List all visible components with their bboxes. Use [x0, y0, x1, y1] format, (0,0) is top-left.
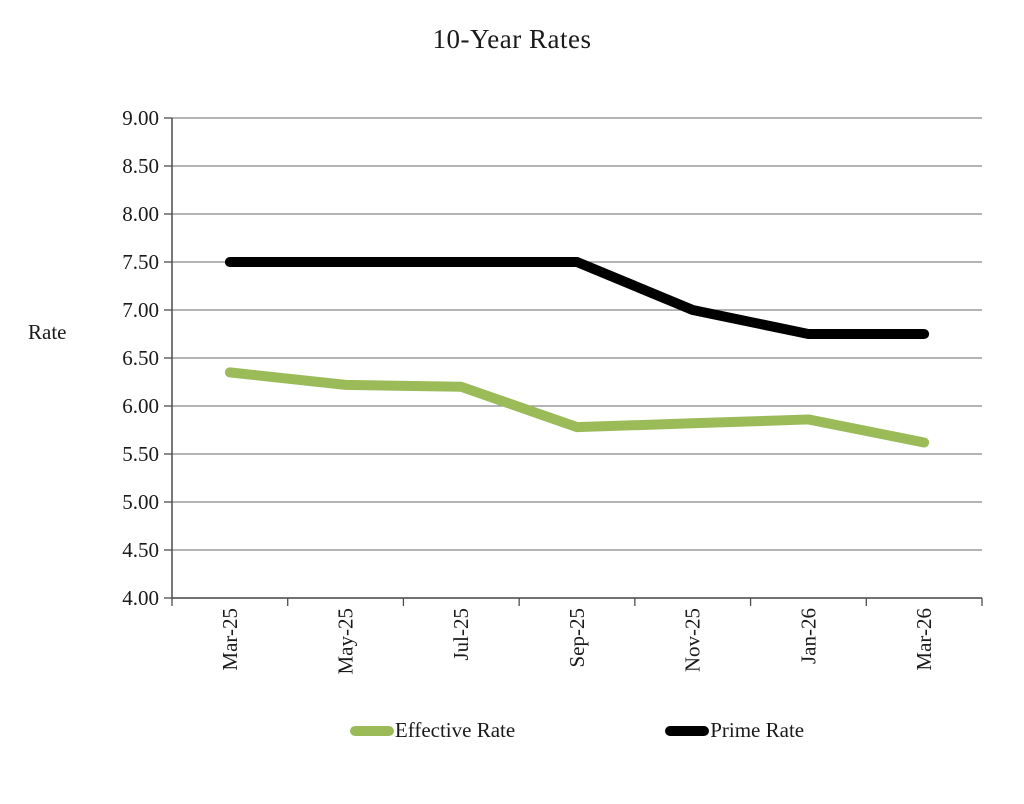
y-tick-label: 8.00 — [122, 202, 159, 226]
legend-item-prime-rate: Prime Rate — [665, 718, 804, 743]
legend: Effective Rate Prime Rate — [172, 718, 982, 743]
y-tick-label: 6.50 — [122, 346, 159, 370]
y-axis-title: Rate — [28, 320, 67, 344]
y-tick-label: 5.00 — [122, 490, 159, 514]
x-tick-label: Sep-25 — [565, 608, 589, 668]
y-tick-label: 5.50 — [122, 442, 159, 466]
series-line-effective-rate — [224, 367, 930, 448]
legend-label-effective-rate: Effective Rate — [394, 718, 516, 742]
y-tick-label: 7.50 — [122, 250, 159, 274]
y-tick-label: 4.00 — [122, 586, 159, 610]
y-tick-label: 6.00 — [122, 394, 159, 418]
series-line-prime-rate — [224, 257, 930, 339]
x-tick-label: Mar-26 — [912, 608, 936, 671]
x-tick-label: Jul-25 — [449, 608, 473, 661]
legend-item-effective-rate: Effective Rate — [349, 718, 516, 743]
x-tick-label: May-25 — [334, 608, 358, 675]
chart-title: 10-Year Rates — [432, 24, 592, 54]
legend-label-prime-rate: Prime Rate — [710, 718, 805, 742]
y-tick-label: 4.50 — [122, 538, 159, 562]
y-tick-label: 7.00 — [122, 298, 159, 322]
y-tick-label: 8.50 — [122, 154, 159, 178]
x-tick-label: Jan-26 — [796, 608, 820, 664]
effective-rate-line-swatch — [349, 725, 394, 736]
prime-rate-line-swatch — [665, 725, 710, 736]
x-tick-label: Mar-25 — [218, 608, 242, 671]
x-tick-label: Nov-25 — [681, 608, 705, 672]
y-tick-label: 9.00 — [122, 106, 159, 130]
